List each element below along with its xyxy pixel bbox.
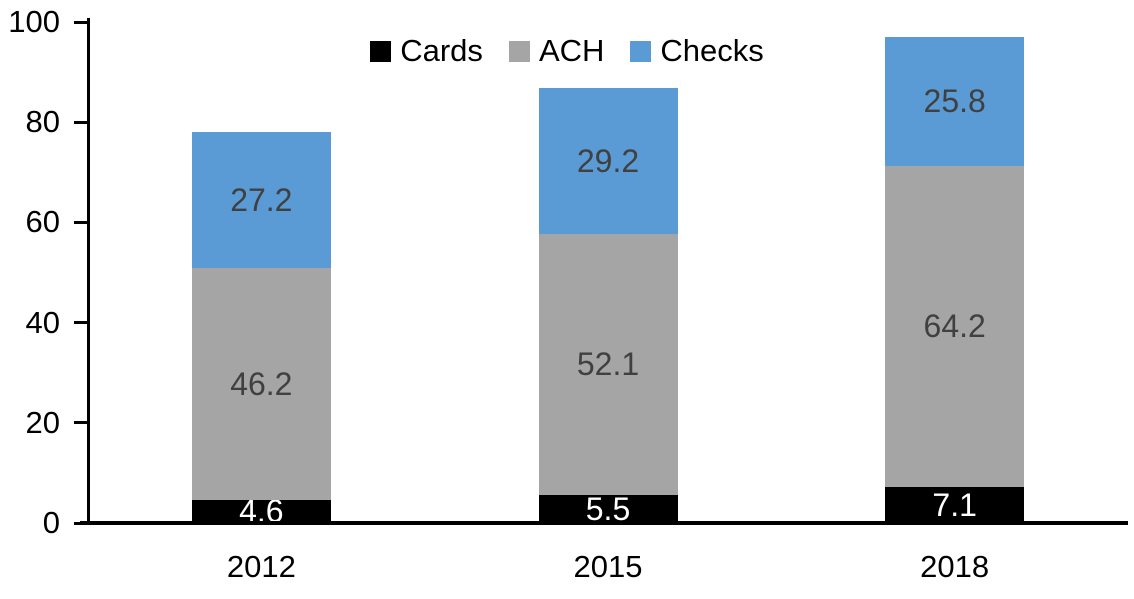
legend-label: ACH bbox=[538, 33, 605, 68]
y-axis-tick bbox=[74, 421, 88, 425]
data-label: 64.2 bbox=[923, 308, 986, 345]
data-label: 29.2 bbox=[576, 142, 640, 179]
data-label: 46.2 bbox=[230, 365, 293, 402]
y-axis-tick bbox=[74, 120, 88, 124]
data-label: 7.1 bbox=[932, 486, 977, 523]
y-axis-tick-label: 20 bbox=[25, 404, 60, 440]
data-label: 25.8 bbox=[923, 82, 986, 119]
data-label: 5.5 bbox=[585, 490, 631, 527]
legend-item-checks: Checks bbox=[630, 33, 764, 68]
legend: Cards ACH Checks bbox=[0, 34, 1134, 68]
bar-segment-ach-2018: 64.2 bbox=[885, 165, 1025, 488]
x-axis-label-2018: 2018 bbox=[920, 549, 990, 584]
x-axis-label-2015: 2015 bbox=[573, 549, 643, 584]
bar-segment-cards-2012: 4.6 bbox=[191, 493, 331, 529]
bar-segment-ach-2015: 52.1 bbox=[538, 234, 678, 496]
bar-segment-checks-2018: 25.8 bbox=[885, 36, 1025, 166]
y-axis-line bbox=[87, 18, 90, 525]
legend-swatch-cards bbox=[370, 40, 392, 62]
y-axis-tick-label: 40 bbox=[25, 304, 60, 340]
bar-segment-checks-2012: 27.2 bbox=[191, 132, 331, 269]
y-axis-tick bbox=[74, 321, 88, 325]
x-axis-label-2012: 2012 bbox=[226, 549, 296, 584]
legend-label: Cards bbox=[400, 33, 483, 68]
legend-item-ach: ACH bbox=[508, 33, 605, 68]
y-axis-tick bbox=[74, 20, 88, 24]
data-label: 27.2 bbox=[230, 181, 293, 218]
y-axis-tick-label: 0 bbox=[42, 505, 60, 540]
legend-item-cards: Cards bbox=[370, 34, 483, 68]
y-axis-tick-label: 80 bbox=[25, 104, 60, 140]
y-axis-tick-label: 60 bbox=[25, 204, 60, 240]
legend-swatch-ach bbox=[508, 40, 530, 62]
y-axis-tick-label: 100 bbox=[8, 4, 60, 39]
data-label: 52.1 bbox=[576, 346, 640, 383]
y-axis-tick bbox=[74, 220, 88, 224]
bar-segment-cards-2015: 5.5 bbox=[538, 491, 678, 527]
legend-swatch-checks bbox=[630, 40, 652, 62]
bar-segment-ach-2012: 46.2 bbox=[191, 268, 331, 500]
bar-segment-checks-2015: 29.2 bbox=[538, 88, 678, 235]
legend-label: Checks bbox=[660, 33, 764, 68]
bar-segment-cards-2018: 7.1 bbox=[885, 486, 1025, 523]
x-axis-line bbox=[80, 521, 1128, 525]
